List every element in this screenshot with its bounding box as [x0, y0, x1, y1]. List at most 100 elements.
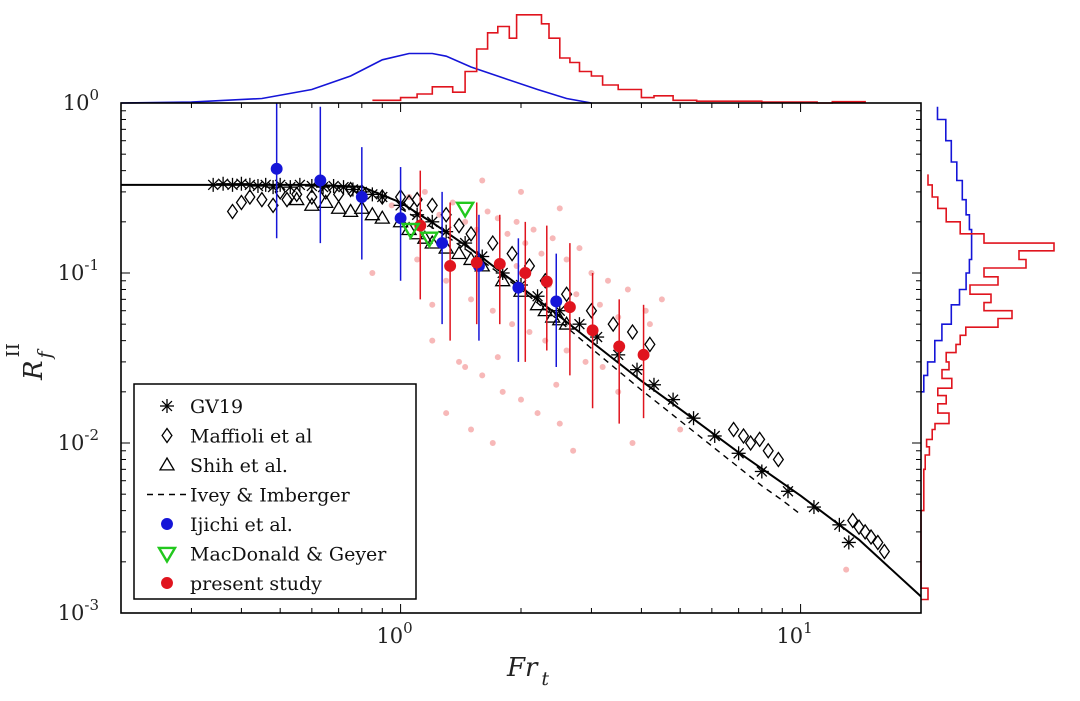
- legend-label: GV19: [190, 396, 243, 418]
- point-filled-circle: [394, 212, 407, 225]
- plot-area: [121, 103, 921, 598]
- point-dot: [549, 235, 556, 242]
- point-diamond: [626, 323, 639, 341]
- point-diamond: [244, 188, 256, 206]
- asterisk-stroke: [843, 537, 855, 548]
- legend-item: Shih et al.: [158, 455, 288, 477]
- point-asterisk: [283, 180, 298, 195]
- point-dot: [599, 363, 606, 370]
- point-asterisk: [806, 500, 821, 515]
- legend-item: MacDonald & Geyer: [156, 544, 387, 566]
- point-dot: [518, 396, 524, 403]
- point-dot: [429, 301, 436, 308]
- point-dot: [563, 347, 570, 354]
- asterisk-stroke: [574, 318, 585, 330]
- asterisk-stroke: [217, 178, 229, 190]
- point-asterisk: [841, 535, 856, 550]
- legend-item: present study: [161, 573, 322, 595]
- point-dot: [414, 256, 421, 263]
- point-dot: [421, 188, 428, 195]
- right-histogram-red: [920, 174, 1055, 601]
- point-dot: [489, 307, 496, 314]
- point-dot: [456, 358, 463, 365]
- x-axis-label: Fr t: [506, 653, 549, 690]
- point-filled-circle: [563, 301, 576, 314]
- point-diamond: [727, 421, 740, 438]
- point-dot: [646, 321, 653, 328]
- legend-label: MacDonald & Geyer: [190, 544, 387, 566]
- point-filled-circle: [540, 275, 553, 288]
- point-diamond: [426, 197, 438, 214]
- point-triangle-down: [455, 201, 476, 219]
- y-tick-label-base: 10: [58, 431, 85, 455]
- point-dot: [479, 372, 486, 379]
- asterisk-stroke: [631, 364, 643, 376]
- point-dot: [489, 440, 496, 446]
- y-tick-label-exp: -2: [84, 426, 99, 444]
- legend-item: Maffioli et al: [161, 426, 312, 448]
- point-dot: [534, 410, 541, 417]
- asterisk-stroke: [756, 466, 768, 477]
- point-triangle-up: [450, 245, 468, 260]
- point-dot: [604, 277, 611, 284]
- point-dot: [588, 270, 595, 276]
- asterisk-stroke: [284, 181, 296, 193]
- point-diamond: [847, 512, 859, 529]
- legend-marker-filled-circle: [161, 577, 173, 589]
- point-diamond: [872, 534, 884, 551]
- point-dot: [468, 426, 475, 433]
- point-dot: [615, 388, 622, 395]
- y-tick-label-exp: -3: [84, 596, 99, 614]
- asterisk-stroke: [532, 290, 543, 302]
- point-dot: [573, 291, 580, 298]
- point-diamond: [737, 427, 750, 445]
- point-dot: [556, 420, 563, 427]
- point-diamond: [772, 451, 785, 468]
- legend-marker-triangle-down: [156, 546, 178, 564]
- point-dot: [369, 270, 376, 276]
- point-diamond: [320, 183, 332, 201]
- point-filled-circle: [512, 281, 525, 294]
- point-dot: [518, 188, 524, 195]
- point-dot: [388, 202, 395, 209]
- point-dot: [596, 301, 603, 308]
- point-diamond: [607, 316, 619, 333]
- point-dot: [843, 566, 850, 573]
- point-filled-circle: [519, 267, 532, 279]
- point-dot: [563, 256, 570, 263]
- point-triangle-up: [342, 203, 359, 218]
- point-asterisk: [216, 176, 231, 191]
- x-tick-label-base: 10: [776, 624, 803, 648]
- point-asterisk: [572, 317, 587, 332]
- point-diamond: [306, 188, 318, 206]
- asterisk-stroke: [667, 394, 679, 406]
- svg-text:RfII: Rf II: [3, 343, 56, 381]
- point-filled-circle: [444, 260, 457, 272]
- legend: GV19 Maffioli et al Shih et al. Ivey & Imbe…: [133, 383, 417, 600]
- point-diamond: [865, 528, 877, 546]
- legend-marker-asterisk: [160, 399, 174, 413]
- y-tick-label-exp: 0: [89, 86, 99, 104]
- point-triangle-up: [330, 200, 347, 214]
- plot-frame: [120, 102, 922, 614]
- point-dot: [443, 277, 450, 284]
- legend-marker-filled-circle: [161, 518, 173, 530]
- point-filled-circle: [355, 191, 368, 203]
- point-asterisk: [630, 362, 645, 377]
- point-asterisk: [250, 178, 265, 193]
- legend-item: GV19: [160, 396, 243, 418]
- point-dot: [509, 321, 516, 328]
- point-dot: [484, 208, 491, 215]
- point-dot: [462, 363, 469, 370]
- point-triangle-up: [288, 191, 305, 206]
- x-tick-label-base: 10: [376, 624, 403, 648]
- point-triangle-up: [364, 206, 381, 221]
- point-dot: [570, 447, 577, 454]
- point-filled-circle: [586, 324, 599, 337]
- point-triangle-up: [424, 234, 441, 249]
- point-diamond: [859, 523, 871, 541]
- asterisk-stroke: [161, 400, 173, 412]
- point-dot: [494, 354, 501, 361]
